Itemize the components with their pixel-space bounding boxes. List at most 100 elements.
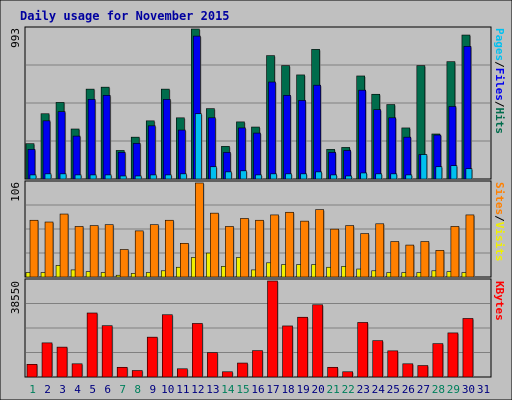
chart-title: Daily usage for November 2015 [20, 9, 230, 23]
day-label: 25 [387, 383, 400, 396]
files-bar-day-6 [102, 95, 111, 180]
files-bar-day-2 [42, 120, 51, 180]
pages-bar-day-4 [74, 174, 82, 180]
sites-bar-day-25 [390, 241, 400, 278]
kbytes-bar-day-25 [387, 350, 399, 378]
day-label: 26 [402, 383, 415, 396]
panel-kbytes-right-label: KBytes [493, 281, 506, 321]
day-label: 13 [206, 383, 219, 396]
kbytes-bar-day-6 [101, 325, 113, 378]
kbytes-bar-day-18 [282, 325, 293, 378]
day-label: 10 [161, 383, 174, 396]
pages-bar-day-3 [59, 173, 67, 180]
hits-legend-label: Hits [493, 108, 506, 135]
files-legend-label: Files [493, 68, 506, 101]
sites-bar-day-13 [210, 212, 219, 278]
kbytes-bar-day-14 [222, 371, 233, 378]
kbytes-bar-day-12 [192, 323, 203, 378]
sites-bar-day-2 [44, 221, 54, 278]
pages-bar-day-15 [240, 170, 247, 180]
day-label: 31 [477, 383, 490, 396]
x-axis-day-labels: 1 2 3 4 5 6 7 8 9 10 11 12 13 14 15 16 17 18 19 20 21 22 23 24 2… [29, 383, 490, 396]
pages-bar-day-13 [210, 166, 217, 180]
sites-bar-day-23 [360, 233, 370, 278]
files-bar-day-1 [27, 149, 36, 180]
panel-kbytes: 38550 KBytes [9, 278, 506, 378]
pages-legend-label: Pages [493, 28, 506, 61]
kbytes-bar-day-4 [71, 363, 83, 378]
pages-bar-day-2 [44, 173, 52, 180]
files-bar-day-17 [268, 81, 276, 180]
kbytes-bar-day-23 [357, 322, 369, 378]
pages-bar-day-29 [450, 165, 458, 180]
pages-bar-day-9 [149, 174, 157, 180]
panel-hits-bars [25, 28, 473, 180]
files-bar-day-20 [313, 84, 321, 180]
kbytes-bar-day-9 [146, 336, 158, 378]
legend-separator: / [493, 215, 506, 222]
files-bar-day-16 [253, 132, 261, 180]
sites-bar-day-28 [435, 250, 445, 278]
panel-kbytes-ymax-label: 38550 [9, 281, 22, 314]
day-label: 15 [236, 383, 249, 396]
panel-hits-files-pages: 993 Pages/Files/Hits [9, 26, 506, 180]
kbytes-bar-day-27 [417, 365, 429, 378]
sites-bar-day-21 [330, 228, 339, 278]
kbytes-bar-day-3 [56, 346, 68, 378]
pages-bar-day-12 [195, 113, 202, 180]
sites-bar-day-15 [240, 218, 249, 278]
sites-bar-day-17 [270, 214, 279, 278]
kbytes-bar-day-19 [297, 316, 308, 378]
sites-bar-day-14 [225, 226, 234, 278]
sites-bar-day-11 [180, 243, 189, 278]
kbytes-legend-label: KBytes [493, 281, 506, 321]
kbytes-bar-day-26 [402, 363, 414, 378]
pages-bar-day-6 [104, 174, 112, 180]
files-bar-day-9 [147, 125, 156, 180]
pages-bar-day-20 [315, 171, 322, 180]
sites-bar-day-30 [465, 214, 475, 278]
day-label: 30 [462, 383, 475, 396]
pages-bar-day-5 [89, 174, 97, 180]
pages-bar-day-21 [330, 174, 337, 180]
day-label: 23 [357, 383, 370, 396]
day-label: 22 [342, 383, 355, 396]
sites-bar-day-5 [89, 225, 99, 278]
pages-bar-day-16 [255, 174, 262, 180]
kbytes-bar-day-22 [342, 371, 353, 378]
day-label: 1 [29, 383, 36, 396]
panel-hits-ymax-label: 993 [9, 28, 22, 48]
day-label: 14 [221, 383, 235, 396]
files-bar-day-19 [298, 100, 306, 180]
pages-bar-day-1 [29, 174, 37, 180]
sites-bar-day-20 [315, 209, 324, 278]
pages-bar-day-14 [225, 171, 232, 180]
pages-bar-day-25 [390, 173, 398, 180]
day-label: 7 [119, 383, 126, 396]
day-label: 4 [74, 383, 81, 396]
kbytes-bar-day-1 [26, 363, 38, 378]
day-label: 24 [372, 383, 386, 396]
kbytes-bar-day-30 [462, 318, 474, 378]
sites-bar-day-12 [195, 182, 204, 278]
pages-bar-day-17 [270, 173, 277, 180]
pages-bar-day-26 [405, 174, 413, 180]
files-bar-day-8 [132, 143, 141, 180]
kbytes-bar-day-11 [177, 368, 188, 378]
sites-bar-day-18 [285, 211, 294, 278]
day-label: 16 [251, 383, 264, 396]
files-bar-day-5 [87, 99, 96, 180]
legend-separator: / [493, 61, 506, 68]
sites-bar-day-7 [119, 249, 129, 278]
day-label: 3 [59, 383, 66, 396]
sites-bar-day-6 [104, 224, 114, 278]
files-bar-day-26 [403, 136, 412, 180]
kbytes-bar-day-2 [41, 342, 53, 378]
panel-visits-bars [25, 182, 475, 278]
panel-visits-ymax-label: 106 [9, 182, 22, 202]
files-bar-day-25 [388, 117, 397, 180]
kbytes-bar-day-21 [327, 366, 338, 378]
pages-bar-day-23 [360, 172, 368, 180]
sites-bar-day-22 [345, 225, 354, 278]
